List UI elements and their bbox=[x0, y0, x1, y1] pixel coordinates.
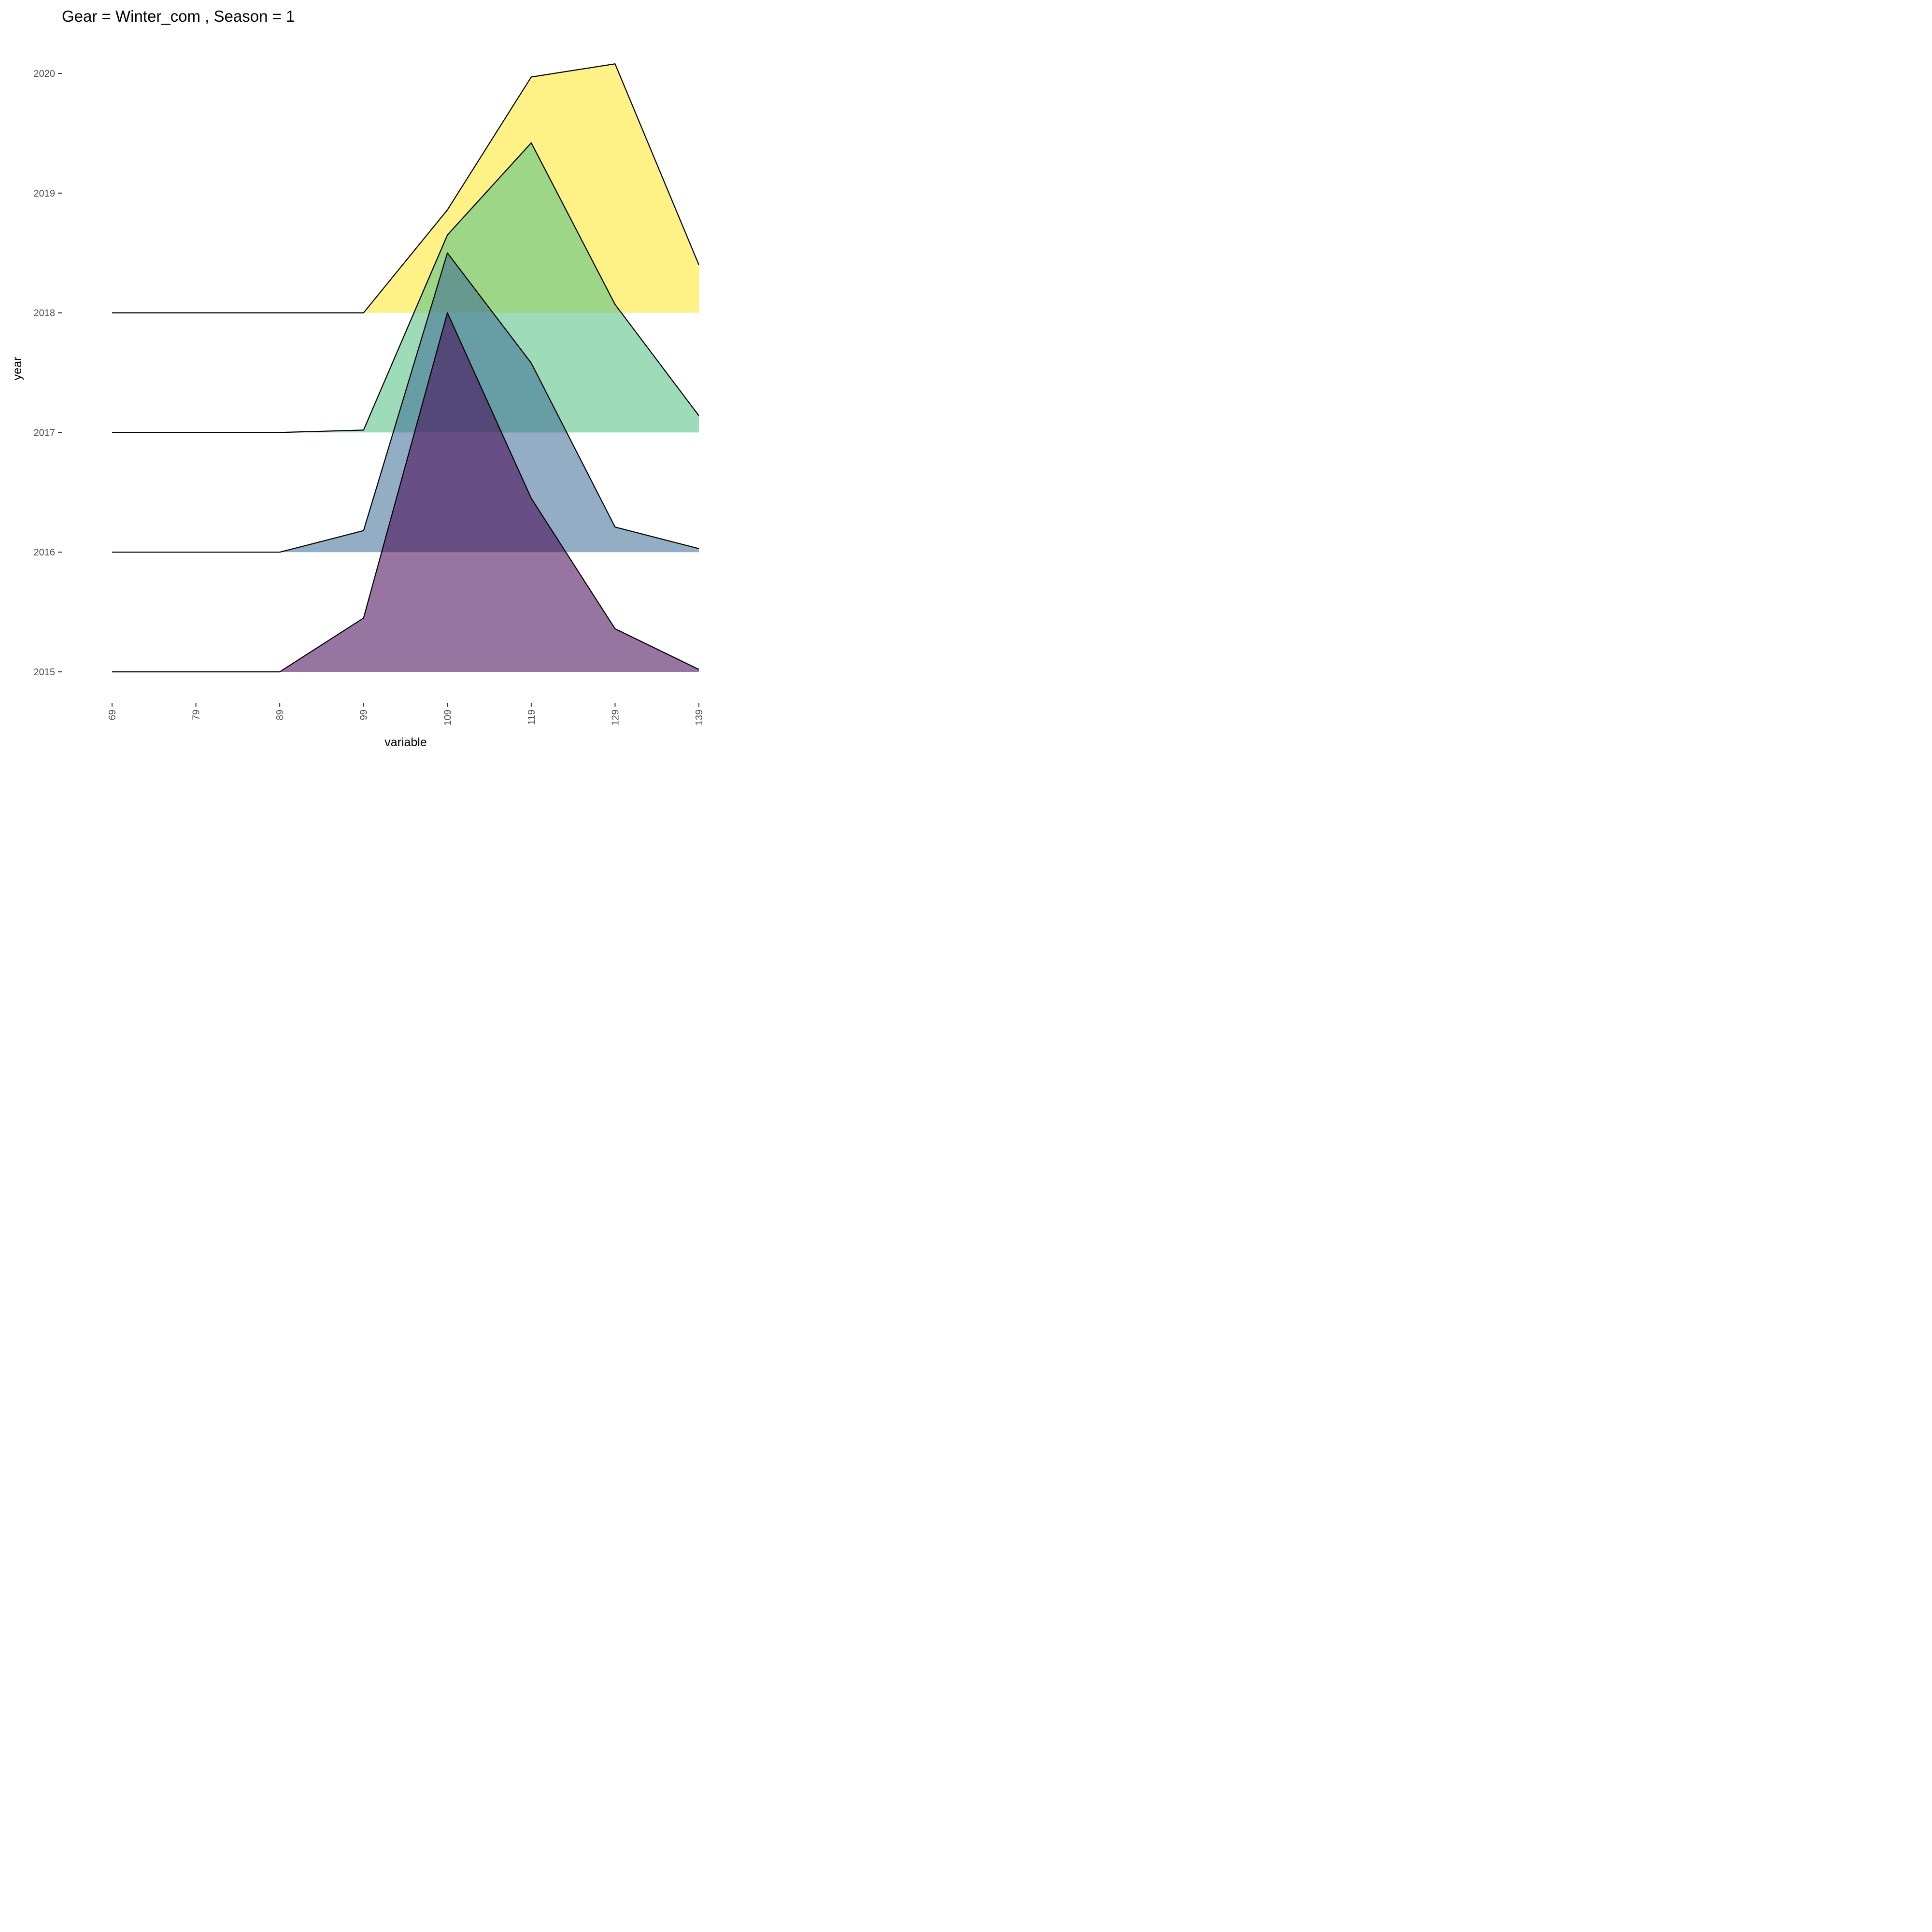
ridge-area-2017 bbox=[112, 142, 699, 433]
ridge-line-2015 bbox=[112, 312, 699, 673]
y-tick-label-2017: 2017 bbox=[34, 427, 56, 438]
ridge-line-2018 bbox=[112, 63, 700, 313]
y-tick-label-2019: 2019 bbox=[34, 188, 56, 199]
x-tick-label-69: 69 bbox=[107, 710, 118, 720]
ridge-area-2018 bbox=[112, 64, 699, 313]
ridgeline-chart: Gear = Winter_com , Season = 1 201520162… bbox=[11, 7, 705, 749]
x-axis-title: variable bbox=[384, 736, 427, 749]
y-tick-label-2015: 2015 bbox=[34, 667, 56, 678]
x-tick-label-119: 119 bbox=[526, 710, 537, 725]
x-tick-label-109: 109 bbox=[442, 710, 453, 725]
x-tick-label-129: 129 bbox=[610, 710, 621, 725]
ridge-line-2016 bbox=[112, 252, 699, 553]
y-tick-label-2016: 2016 bbox=[34, 547, 56, 558]
y-tick-label-2018: 2018 bbox=[34, 308, 56, 319]
y-axis-title: year bbox=[11, 357, 24, 381]
chart-title: Gear = Winter_com , Season = 1 bbox=[62, 7, 295, 25]
x-tick-label-89: 89 bbox=[275, 710, 285, 720]
x-tick-label-79: 79 bbox=[191, 710, 202, 720]
ridges bbox=[112, 63, 700, 673]
ridge-area-2015 bbox=[112, 313, 699, 672]
x-axis: 69 79 89 99 109 119 129 139 bbox=[107, 703, 705, 725]
ridge-area-2016 bbox=[112, 253, 699, 553]
ridge-line-2017 bbox=[112, 142, 699, 433]
x-tick-label-139: 139 bbox=[694, 710, 705, 725]
y-axis: 2015 2016 2017 2018 2019 2020 bbox=[34, 69, 62, 678]
x-tick-label-99: 99 bbox=[359, 710, 369, 720]
y-tick-label-2020: 2020 bbox=[34, 69, 56, 79]
